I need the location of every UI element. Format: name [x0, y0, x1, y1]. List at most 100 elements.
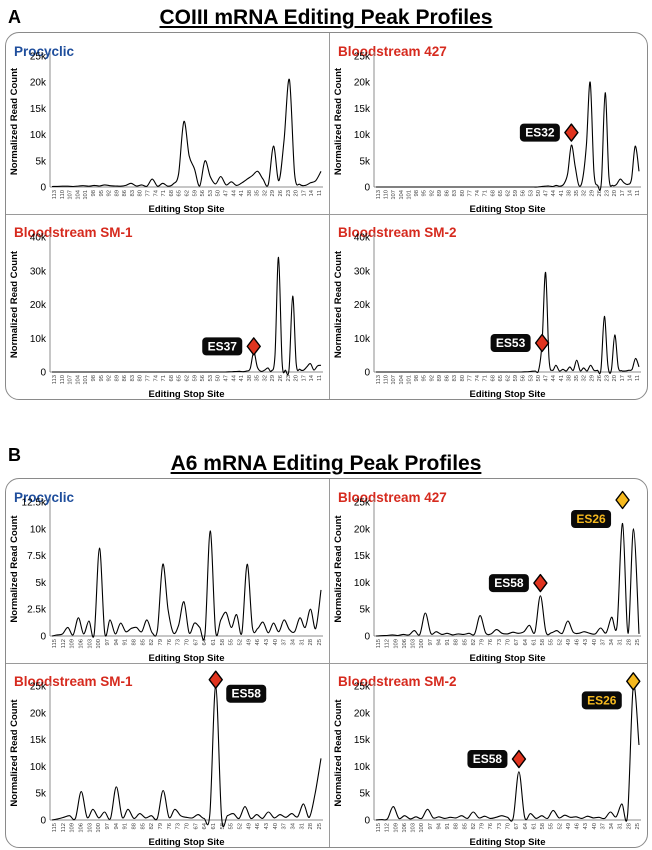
x-tick-label: 53	[208, 375, 214, 381]
y-tick-label: 0	[40, 816, 46, 827]
y-axis-label: Normalized Read Count	[333, 699, 344, 807]
y-tick-label: 10k	[30, 524, 47, 535]
x-tick-label: 17	[620, 375, 626, 381]
panel-title: Bloodstream SM-1	[14, 225, 133, 240]
x-tick-label: 26	[278, 190, 284, 196]
x-tick-label: 64	[202, 822, 208, 829]
y-axis-label: Normalized Read Count	[9, 67, 20, 175]
x-tick-label: 107	[391, 190, 397, 200]
x-tick-label: 98	[414, 375, 420, 381]
x-tick-label: 61	[211, 639, 217, 645]
x-tick-label: 20	[612, 190, 618, 196]
x-tick-label: 20	[612, 375, 618, 381]
y-tick-label: 5k	[35, 156, 47, 167]
y-tick-label: 0	[40, 183, 46, 194]
panel-title: Bloodstream 427	[338, 44, 447, 59]
y-tick-label: 2.5k	[27, 605, 47, 616]
x-tick-label: 41	[559, 375, 565, 381]
x-tick-label: 88	[132, 639, 138, 645]
x-tick-label: 32	[582, 375, 588, 381]
x-tick-label: 101	[83, 375, 89, 385]
x-tick-label: 46	[255, 823, 261, 829]
series-line	[375, 522, 640, 637]
x-tick-label: 58	[540, 823, 546, 829]
chart-a-bloodstream-sm2: Bloodstream SM-2 Normalized Read Count 0 10…	[333, 225, 641, 400]
y-tick-label: 30k	[30, 266, 47, 277]
x-tick-label: 74	[153, 189, 159, 196]
y-axis-label: Normalized Read Count	[333, 250, 344, 358]
x-tick-label: 113	[52, 190, 58, 199]
x-tick-label: 25	[635, 639, 641, 645]
x-tick-label: 37	[282, 639, 288, 645]
x-tick-label: 14	[627, 189, 633, 196]
x-tick-label: 115	[376, 639, 382, 648]
x-tick-label: 112	[385, 639, 391, 648]
y-tick-label: 25k	[30, 52, 47, 63]
editing-site-marker	[626, 672, 641, 691]
x-tick-label: 74	[475, 374, 481, 381]
x-axis-label: Editing Stop Site	[149, 837, 225, 848]
x-tick-label: 62	[506, 375, 512, 381]
marker-tag-background	[467, 750, 508, 769]
y-tick-label: 7.5k	[27, 551, 47, 562]
x-tick-label: 104	[399, 189, 405, 199]
x-tick-label: 86	[122, 190, 128, 196]
y-tick-label: 15k	[30, 735, 47, 746]
x-tick-label: 106	[402, 823, 408, 833]
x-axis-label: Editing Stop Site	[470, 389, 546, 400]
x-tick-label: 34	[291, 638, 297, 645]
x-tick-label: 109	[393, 823, 399, 833]
marker-tag-background	[490, 334, 531, 352]
y-tick-label: 5k	[35, 578, 47, 589]
y-tick-label: 10k	[30, 334, 47, 345]
x-tick-label: 101	[83, 190, 89, 200]
x-tick-label: 89	[114, 375, 120, 381]
x-tick-label: 68	[490, 375, 496, 381]
x-tick-label: 46	[575, 639, 581, 645]
x-tick-label: 17	[301, 375, 307, 381]
x-tick-label: 110	[384, 375, 390, 384]
x-tick-label: 40	[592, 823, 598, 829]
x-tick-label: 76	[167, 823, 173, 829]
x-tick-label: 31	[299, 639, 305, 645]
x-tick-label: 50	[536, 375, 542, 381]
x-tick-label: 37	[282, 823, 288, 829]
x-tick-label: 35	[255, 190, 261, 196]
x-axis-label: Editing Stop Site	[149, 204, 225, 215]
y-axis-label: Normalized Read Count	[9, 515, 20, 623]
x-tick-label: 112	[385, 823, 391, 832]
x-tick-label: 28	[308, 639, 314, 645]
x-tick-label: 61	[531, 823, 537, 829]
x-tick-label: 107	[391, 375, 397, 385]
x-tick-label: 28	[308, 823, 314, 829]
x-tick-label: 67	[193, 639, 199, 645]
marker-tag-label: ES32	[525, 126, 555, 140]
x-tick-label: 31	[618, 823, 624, 829]
x-tick-label: 64	[202, 638, 208, 645]
x-tick-label: 85	[462, 823, 468, 829]
x-tick-label: 11	[317, 190, 323, 196]
x-tick-label: 35	[574, 190, 580, 196]
x-tick-label: 55	[549, 823, 555, 829]
x-tick-label: 73	[497, 639, 503, 645]
editing-site-marker	[564, 123, 579, 142]
x-tick-label: 37	[601, 639, 607, 645]
x-tick-label: 65	[177, 190, 183, 196]
x-tick-label: 32	[262, 375, 268, 381]
x-tick-label: 79	[158, 639, 164, 645]
x-tick-label: 23	[286, 190, 292, 196]
x-tick-label: 76	[488, 823, 494, 829]
x-tick-label: 103	[411, 639, 417, 649]
marker-tag-label: ES53	[496, 336, 526, 350]
x-tick-label: 106	[79, 639, 85, 649]
x-tick-label: 92	[107, 190, 113, 196]
x-tick-label: 94	[114, 822, 120, 829]
y-tick-label: 20k	[354, 708, 371, 719]
x-tick-label: 46	[575, 823, 581, 829]
x-tick-label: 98	[91, 190, 97, 196]
marker-tag-background	[571, 510, 612, 528]
x-tick-label: 74	[153, 374, 159, 381]
panel-b-frame	[5, 478, 648, 848]
x-tick-label: 92	[429, 190, 435, 196]
y-tick-label: 15k	[354, 104, 371, 115]
